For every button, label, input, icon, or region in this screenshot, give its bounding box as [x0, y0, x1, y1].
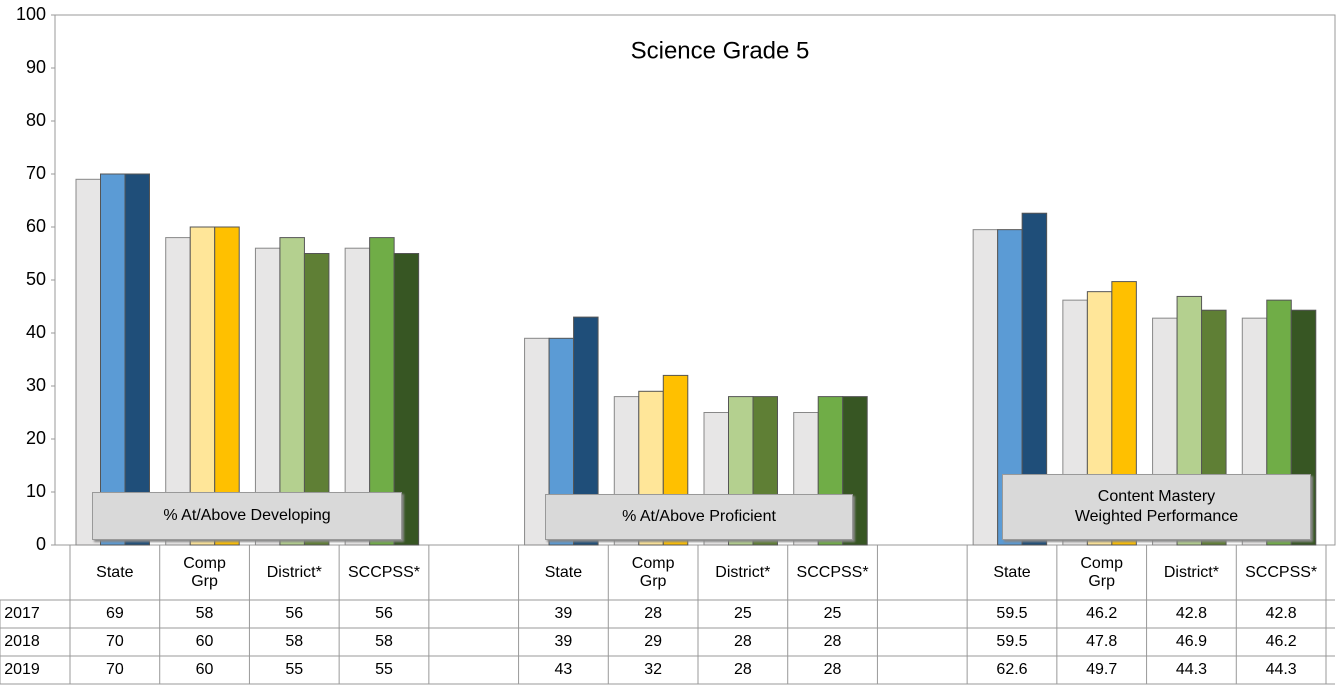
x-tick-label: State — [993, 563, 1031, 581]
table-value: 62.6 — [996, 661, 1028, 678]
table-value: 42.8 — [1265, 605, 1297, 622]
x-tick-label: SCCPSS* — [1245, 563, 1318, 581]
table-value: 55 — [285, 661, 304, 678]
table-value: 32 — [644, 661, 663, 678]
table-value: 28 — [644, 605, 663, 622]
y-tick-label: 80 — [26, 110, 46, 130]
table-value: 39 — [554, 633, 573, 650]
y-tick-label: 40 — [26, 322, 46, 342]
x-tick-label: Comp Grp — [631, 554, 675, 590]
table-value: 46.9 — [1175, 633, 1207, 650]
x-tick-label: District* — [1163, 563, 1219, 581]
bar — [524, 337, 550, 546]
table-value: 56 — [285, 605, 304, 622]
chart-title: Science Grade 5 — [631, 37, 810, 64]
table-value: 59.5 — [996, 633, 1028, 650]
table-value: 39 — [554, 605, 573, 622]
y-tick-label: 70 — [26, 163, 46, 183]
bar — [100, 173, 126, 546]
table-value: 28 — [823, 633, 842, 650]
y-tick-label: 10 — [26, 481, 46, 501]
plot-border — [54, 14, 1336, 546]
table-value: 44.3 — [1265, 661, 1297, 678]
y-tick-label: 100 — [16, 4, 46, 24]
group-label: % At/Above Developing — [92, 492, 402, 540]
table-value: 70 — [105, 633, 124, 650]
y-tick-label: 30 — [26, 375, 46, 395]
y-tick-label: 0 — [36, 534, 46, 554]
table-value: 55 — [375, 661, 393, 678]
table-value: 25 — [733, 605, 752, 622]
table-value: 60 — [195, 661, 214, 678]
table-value: 46.2 — [1086, 605, 1118, 622]
x-tick-label: District* — [715, 563, 771, 581]
table-value: 49.7 — [1086, 661, 1118, 678]
table-value: 60 — [195, 633, 214, 650]
table-value: 58 — [195, 605, 214, 622]
table-value: 69 — [105, 605, 124, 622]
bar — [124, 173, 150, 546]
y-tick-label: 50 — [26, 269, 46, 289]
table-value: 25 — [823, 605, 842, 622]
group-label: Content Mastery Weighted Performance — [1002, 474, 1311, 540]
x-tick-label: SCCPSS* — [796, 563, 869, 581]
y-tick-label: 20 — [26, 428, 46, 448]
y-tick-label: 90 — [26, 57, 46, 77]
x-tick-label: SCCPSS* — [347, 563, 420, 581]
x-tick-label — [429, 545, 519, 600]
x-tick-label: District* — [266, 563, 322, 581]
table-value: 28 — [823, 661, 842, 678]
x-tick-label: Comp Grp — [1080, 554, 1124, 590]
table-value: 47.8 — [1086, 633, 1118, 650]
table-value: 44.3 — [1175, 661, 1207, 678]
table-value: 43 — [554, 661, 573, 678]
table-value: 28 — [733, 633, 752, 650]
group-label: % At/Above Proficient — [545, 494, 853, 540]
x-tick-label — [877, 545, 967, 600]
legend-label: 2018 — [4, 633, 40, 650]
table-value: 29 — [644, 633, 663, 650]
table-value: 59.5 — [996, 605, 1028, 622]
bar — [972, 229, 999, 546]
x-tick-label: Comp Grp — [183, 554, 226, 590]
table-value: 46.2 — [1265, 633, 1297, 650]
legend-label: 2017 — [4, 605, 40, 622]
table-value: 70 — [105, 661, 124, 678]
x-tick-label: State — [544, 563, 583, 581]
y-tick-label: 60 — [26, 216, 46, 236]
x-tick-label: State — [96, 563, 134, 581]
legend-label: 2019 — [4, 661, 40, 678]
table-value: 28 — [733, 661, 752, 678]
table-value: 42.8 — [1175, 605, 1207, 622]
table-value: 56 — [375, 605, 393, 622]
table-value: 58 — [285, 633, 304, 650]
bar — [75, 178, 101, 546]
table-value: 58 — [375, 633, 393, 650]
